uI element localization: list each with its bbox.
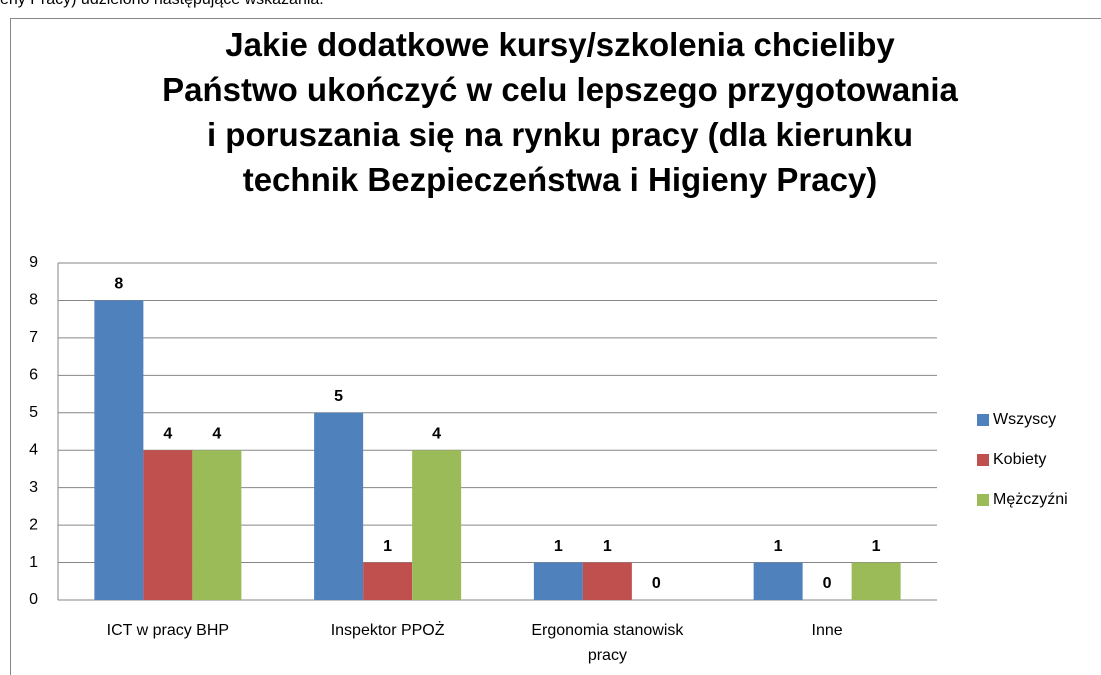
data-label: 4 [432, 425, 441, 442]
bar [533, 562, 583, 600]
x-tick-label: Inspektor PPOŻ [330, 622, 445, 639]
bar [753, 562, 803, 600]
chart-frame [10, 18, 1101, 675]
legend-label: Mężczyźni [993, 491, 1068, 508]
bar [314, 412, 364, 600]
x-tick-label: ICT w pracy BHP [106, 622, 230, 639]
y-tick-label: 5 [29, 404, 38, 421]
bar [192, 450, 242, 600]
y-tick-label: 8 [29, 292, 38, 309]
bar [143, 450, 193, 600]
page-text: eny Pracy) udzielono następujące wskazan… [0, 0, 324, 9]
legend-label: Kobiety [993, 451, 1046, 468]
legend-label: Wszyscy [993, 411, 1056, 428]
data-label: 0 [652, 575, 661, 592]
data-label: 8 [114, 276, 123, 293]
legend-swatch [977, 414, 989, 426]
data-label: 4 [163, 425, 172, 442]
y-tick-label: 0 [29, 591, 38, 608]
y-tick-label: 6 [29, 367, 38, 384]
data-label: 0 [823, 575, 832, 592]
data-label: 1 [554, 538, 563, 555]
y-tick-label: 2 [29, 516, 38, 533]
data-label: 4 [212, 425, 221, 442]
y-tick-label: 7 [29, 329, 38, 346]
data-label: 1 [603, 538, 612, 555]
legend-swatch [977, 494, 989, 506]
bar [412, 450, 462, 600]
data-label: 1 [774, 538, 783, 555]
y-tick-label: 9 [29, 254, 38, 271]
y-tick-label: 1 [29, 554, 38, 571]
y-tick-label: 3 [29, 479, 38, 496]
bar [582, 562, 632, 600]
bar [851, 562, 901, 600]
bar [363, 562, 413, 600]
data-label: 1 [383, 538, 392, 555]
x-tick-label: Inne [811, 622, 843, 639]
data-label: 5 [334, 388, 343, 405]
legend-swatch [977, 454, 989, 466]
data-label: 1 [872, 538, 881, 555]
chart-title: Jakie dodatkowe kursy/szkolenia chcielib… [162, 26, 958, 198]
x-tick-label: Ergonomia stanowisk pracy [531, 622, 684, 664]
bar [94, 300, 144, 600]
y-tick-label: 4 [29, 441, 38, 458]
